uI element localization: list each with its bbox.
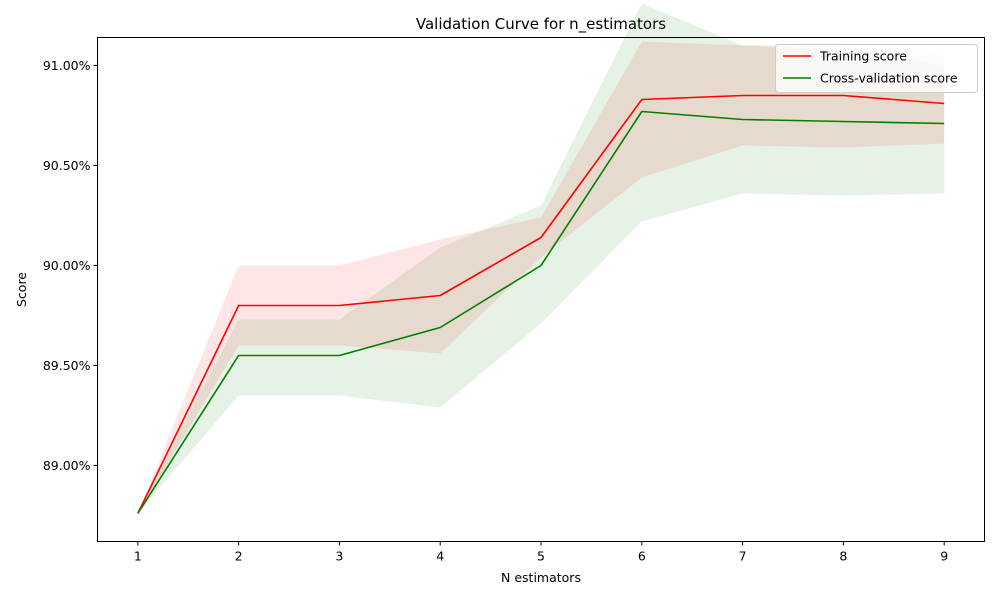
line-training	[137, 94, 945, 514]
x-tick-label: 6	[638, 549, 646, 564]
y-tick-label: 90.00%	[43, 258, 91, 273]
series-lines	[137, 94, 945, 514]
legend: Training score Cross-validation score	[775, 44, 978, 93]
x-tick-label: 1	[134, 549, 142, 564]
x-tick-label: 9	[940, 549, 948, 564]
line-cross-validation	[137, 110, 945, 514]
y-tick-label: 91.00%	[43, 58, 91, 73]
x-tick-label: 2	[235, 549, 243, 564]
legend-label-cross-validation: Cross-validation score	[820, 71, 958, 86]
band-cross-validation	[137, 3, 945, 514]
y-axis: 89.00% 89.50% 90.00% 90.50% 91.00%	[43, 58, 98, 473]
x-tick-label: 3	[335, 549, 343, 564]
y-tick-label: 90.50%	[43, 158, 91, 173]
y-axis-title: Score	[14, 272, 29, 307]
x-tick-label: 4	[436, 549, 444, 564]
x-axis-title: N estimators	[501, 570, 581, 585]
x-axis: 1 2 3 4 5 6 7 8 9	[134, 541, 948, 564]
legend-label-training: Training score	[819, 49, 907, 64]
x-tick-label: 8	[839, 549, 847, 564]
y-tick-label: 89.00%	[43, 458, 91, 473]
y-tick-label: 89.50%	[43, 358, 91, 373]
x-tick-label: 5	[537, 549, 545, 564]
chart-title: Validation Curve for n_estimators	[416, 15, 666, 34]
x-tick-label: 7	[739, 549, 747, 564]
legend-box	[775, 44, 978, 93]
